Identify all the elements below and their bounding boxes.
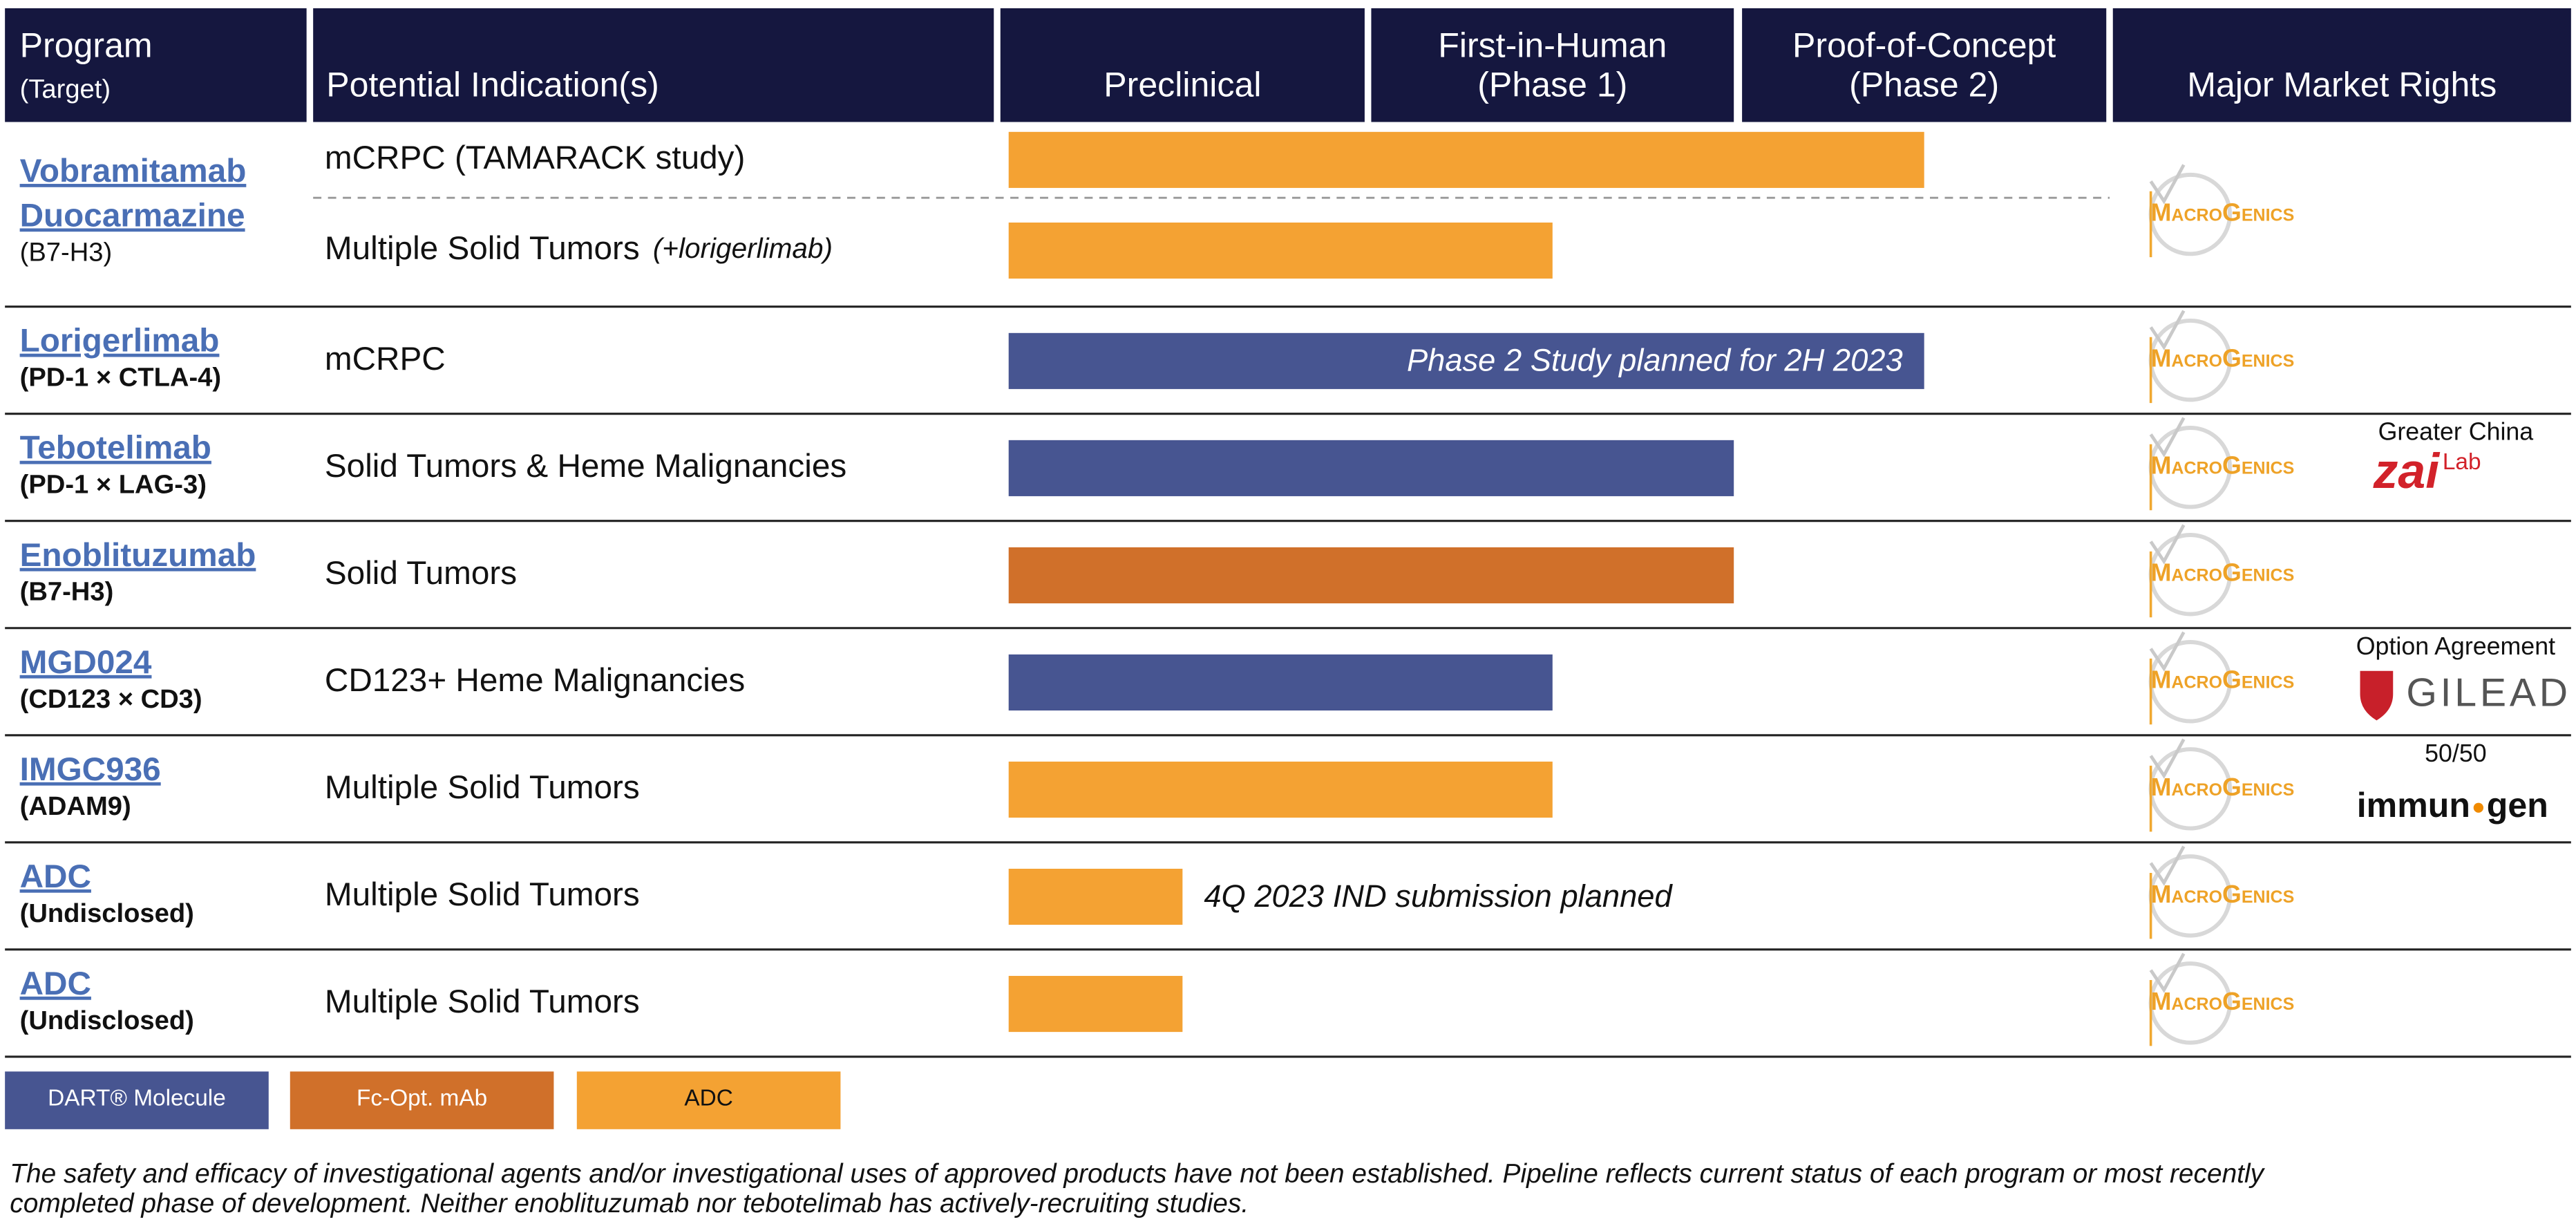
program-name[interactable]: IMGC936: [20, 751, 161, 788]
program-target: (B7-H3): [20, 577, 114, 607]
progress-bar: [1008, 868, 1183, 925]
progress-bar: [1008, 223, 1553, 279]
header-cell: [5, 8, 307, 122]
progress-bar: [1008, 654, 1553, 711]
partner-logo-dot: [2473, 802, 2484, 813]
header-cell: [313, 8, 994, 122]
program-name[interactable]: Enoblituzumab: [20, 537, 256, 574]
indication-note: (+lorigerlimab): [653, 232, 833, 264]
indication: Solid Tumors: [325, 555, 517, 592]
program-name[interactable]: ADC: [20, 858, 91, 895]
rights-logo: MacroGenics: [2151, 988, 2295, 1015]
header-rights: Major Market Rights: [2187, 66, 2497, 104]
indication: mCRPC (TAMARACK study): [325, 140, 746, 176]
logo-check: [2149, 845, 2186, 886]
header: Program (Target) Potential Indication(s)…: [5, 8, 2571, 122]
rights-logo: MacroGenics: [2151, 452, 2295, 480]
program-name[interactable]: ADC: [20, 966, 91, 1002]
header-cell: [1371, 8, 1734, 122]
header-indication: Potential Indication(s): [326, 66, 659, 104]
header-target: (Target): [20, 74, 111, 104]
progress-bar: [1008, 976, 1183, 1033]
partner-note: 50/50: [2425, 740, 2487, 767]
indication: CD123+ Heme Malignancies: [325, 662, 745, 699]
rights-logo: MacroGenics: [2151, 199, 2295, 227]
legend-label: Fc-Opt. mAb: [357, 1086, 487, 1111]
header-cell: [1000, 8, 1365, 122]
program-name[interactable]: Vobramitamab: [20, 153, 247, 189]
program-name[interactable]: Lorigerlimab: [20, 323, 220, 359]
rights-logo: MacroGenics: [2151, 773, 2295, 801]
footnote: The safety and efficacy of investigation…: [10, 1159, 2265, 1189]
rights-logo: MacroGenics: [2151, 881, 2295, 908]
legend-swatch: [576, 1071, 841, 1129]
partner-note: Greater China: [2378, 418, 2534, 446]
progress-bar: [1008, 440, 1734, 496]
partner-logo: GILEAD: [2406, 671, 2571, 715]
legend-label: ADC: [684, 1086, 732, 1111]
bar-label: 4Q 2023 IND submission planned: [1204, 878, 1673, 914]
partner-logo: Lab: [2443, 449, 2481, 475]
program-target: (CD123 × CD3): [20, 684, 202, 714]
logo-check: [2149, 738, 2186, 779]
program-name[interactable]: Duocarmazine: [20, 197, 245, 234]
partner-logo: gen: [2487, 786, 2548, 825]
gilead-shield: [2360, 670, 2394, 721]
program-target: (PD-1 × CTLA-4): [20, 363, 221, 393]
logo-check: [2149, 524, 2186, 565]
header-cell: [1742, 8, 2107, 122]
program-target: (B7-H3): [20, 237, 113, 267]
header-phase: Proof-of-Concept: [1792, 26, 2056, 64]
program-name[interactable]: MGD024: [20, 644, 152, 681]
legend-label: DART® Molecule: [48, 1086, 226, 1111]
footnote: completed phase of development. Neither …: [10, 1189, 1249, 1218]
rights-logo: MacroGenics: [2151, 666, 2295, 694]
program-target: (Undisclosed): [20, 898, 194, 928]
indication: Multiple Solid Tumors: [325, 983, 640, 1020]
indication: Multiple Solid Tumors: [325, 876, 640, 913]
program-target: (ADAM9): [20, 791, 131, 821]
partner-logo: zai: [2373, 444, 2441, 499]
logo-check: [2149, 952, 2186, 993]
header-phase: First-in-Human: [1438, 26, 1667, 64]
partner-logo: immun: [2357, 786, 2470, 825]
indication: Multiple Solid Tumors: [325, 230, 640, 267]
progress-bar: [1008, 547, 1734, 603]
progress-bar: [1008, 761, 1553, 818]
indication: Solid Tumors & Heme Malignancies: [325, 448, 846, 484]
progress-bar: [1008, 332, 1924, 389]
program-target: (PD-1 × LAG-3): [20, 470, 207, 500]
rights-logo: MacroGenics: [2151, 345, 2295, 373]
header-program: Program: [20, 26, 153, 64]
header-phase: (Phase 2): [1849, 66, 1999, 104]
legend-swatch: [290, 1071, 554, 1129]
logo-check: [2149, 417, 2186, 458]
header-phase: (Phase 1): [1477, 66, 1627, 104]
logo-check: [2149, 631, 2186, 672]
indication: Multiple Solid Tumors: [325, 769, 640, 806]
program-name[interactable]: Tebotelimab: [20, 430, 211, 467]
header-phase: Preclinical: [1104, 66, 1261, 104]
header-cell: [2112, 8, 2571, 122]
partner-note: Option Agreement: [2356, 632, 2555, 660]
logo-check: [2149, 164, 2186, 205]
bar-label: Phase 2 Study planned for 2H 2023: [1407, 343, 1903, 378]
rights-logo: MacroGenics: [2151, 559, 2295, 587]
indication: mCRPC: [325, 341, 446, 377]
logo-check: [2149, 310, 2186, 350]
progress-bar: [1008, 131, 1924, 188]
legend-swatch: [5, 1071, 269, 1129]
program-target: (Undisclosed): [20, 1006, 194, 1035]
